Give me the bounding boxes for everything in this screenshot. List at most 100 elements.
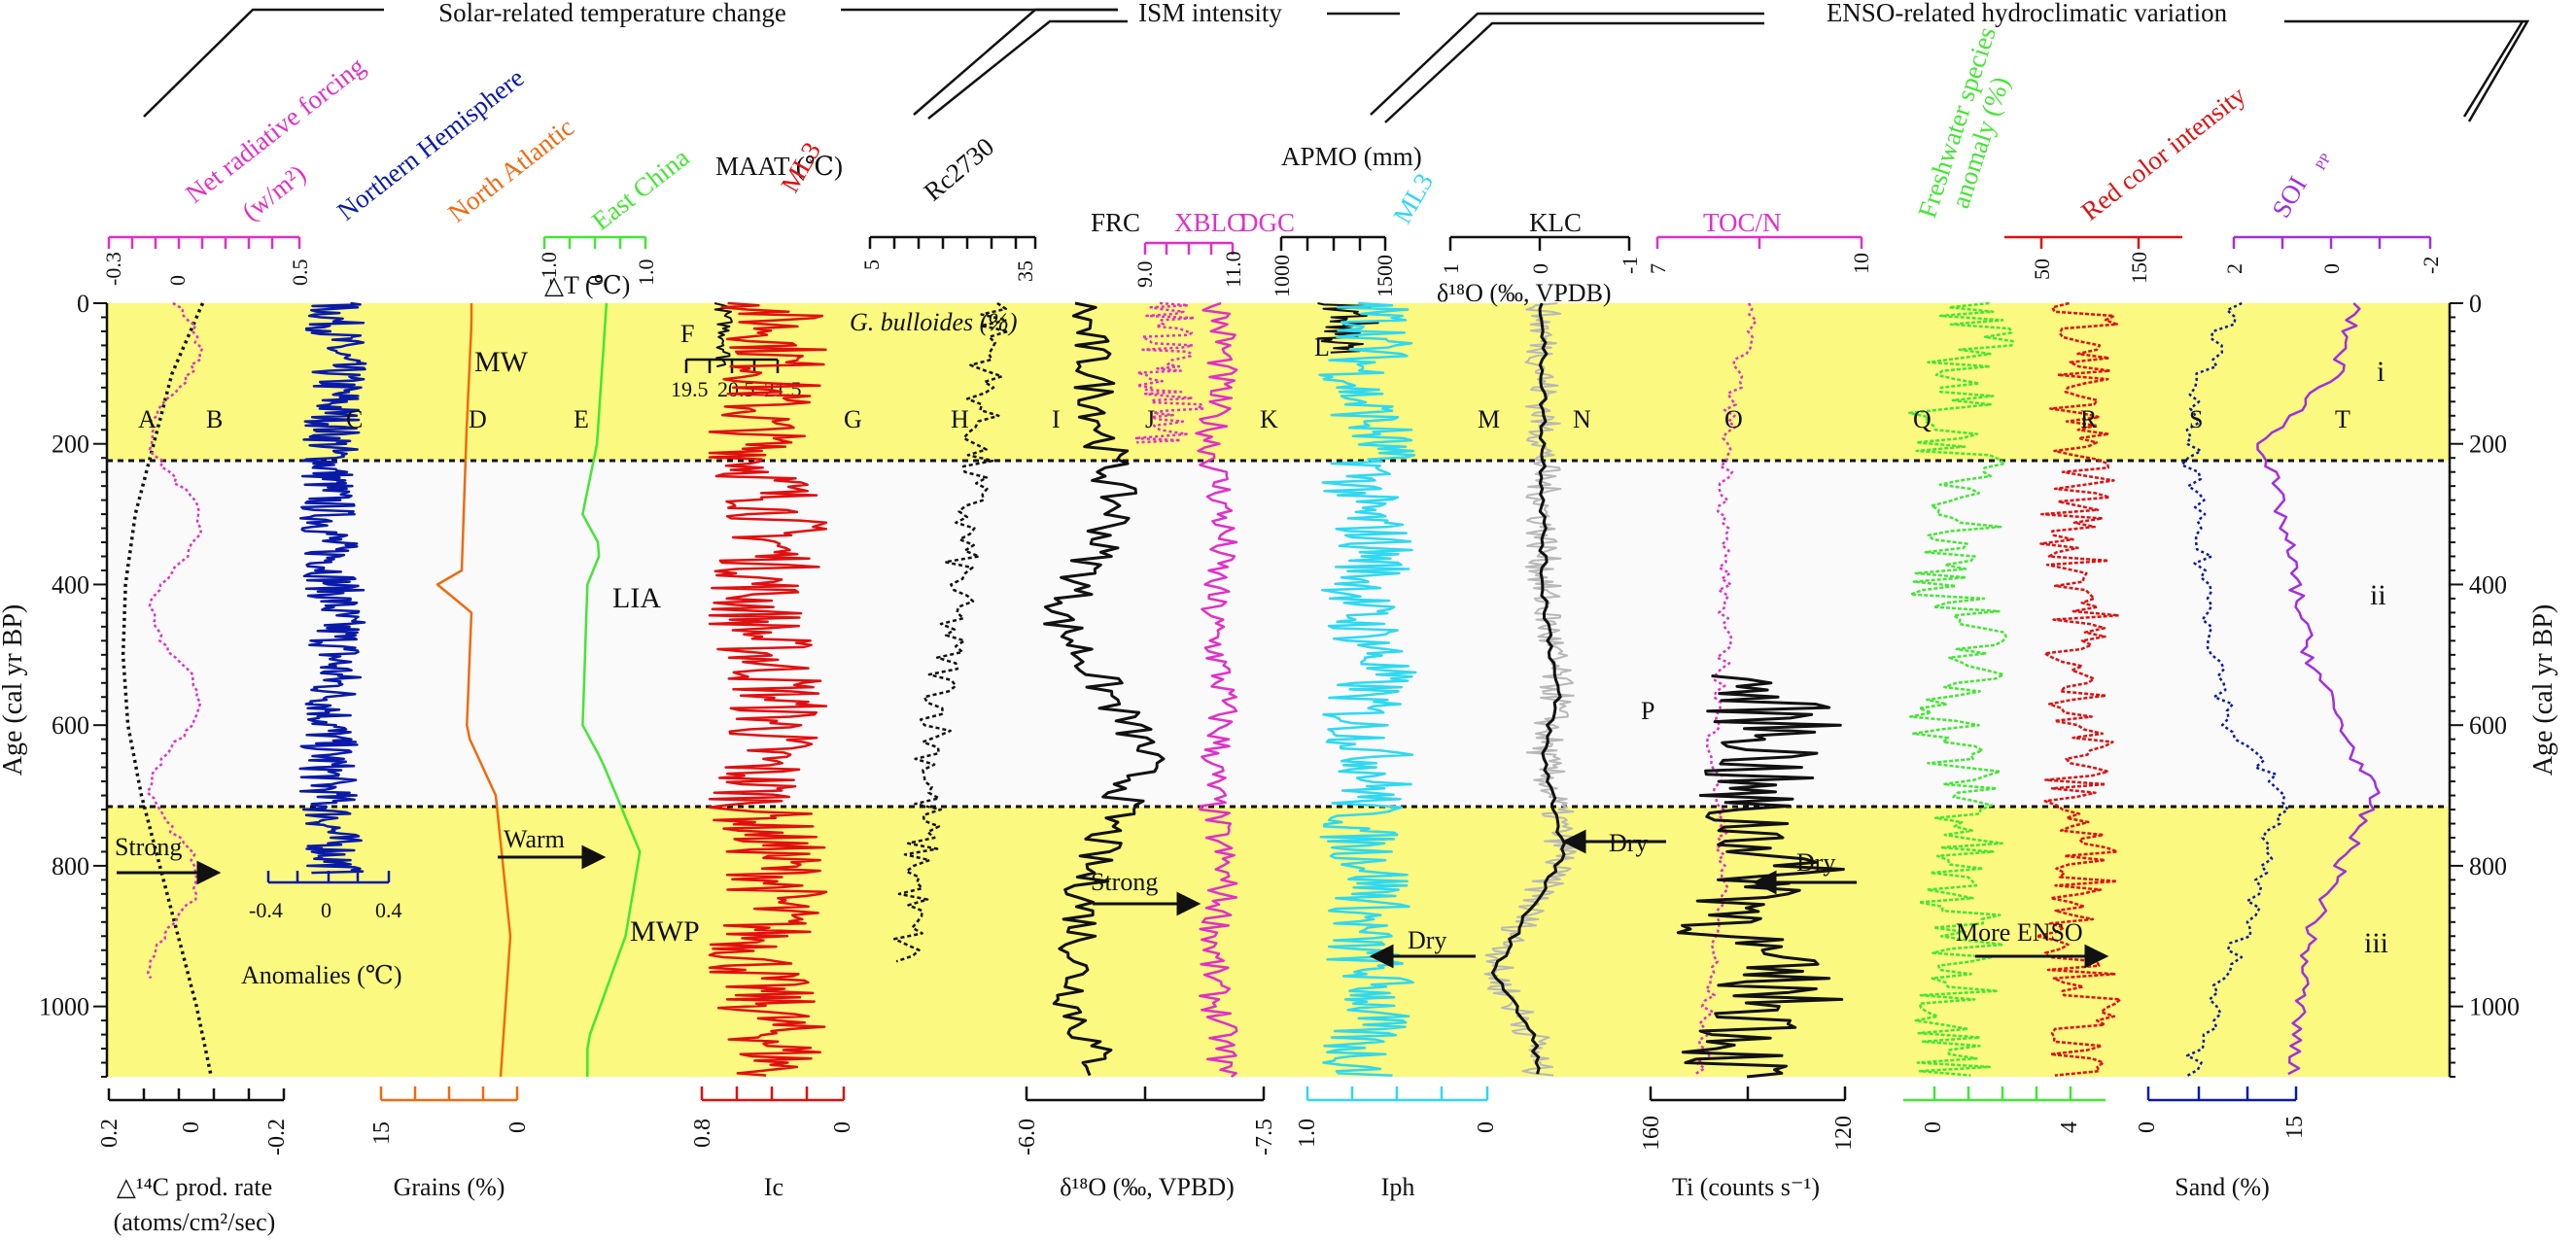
series-letter-S: S — [2189, 405, 2203, 433]
top-axis-klc — [1448, 235, 1631, 251]
tick-nr-1: -0.3 — [101, 252, 125, 286]
tick-soi-1: 2 — [2222, 263, 2246, 274]
anom-tick-1: -0.4 — [249, 898, 283, 922]
tick-ec-3: 1.0 — [634, 259, 658, 287]
series-letter-L: L — [1314, 333, 1330, 362]
group-bracket-enso-right2 — [2462, 20, 2524, 118]
series-letter-M: M — [1478, 405, 1500, 433]
group-label-ism: ISM intensity — [1138, 0, 1282, 27]
arrow-warm-head — [581, 845, 607, 870]
btick-14c-1: 0.2 — [97, 1119, 122, 1148]
bottom-axis-sand — [2146, 1086, 2298, 1102]
right-tick-label: 400 — [2469, 570, 2507, 599]
group-bracket-enso-b — [1384, 21, 1764, 123]
series-letter-T: T — [2335, 405, 2350, 433]
top-axis-net-radiative — [107, 235, 301, 249]
title-maat: MAAT (℃) — [715, 152, 843, 181]
series-H — [892, 301, 1010, 963]
blabel-d18o: δ¹⁸O (‰, VPBD) — [1060, 1173, 1235, 1201]
group-label-solar: Solar-related temperature change — [438, 0, 786, 27]
blabel-sand: Sand (%) — [2175, 1173, 2269, 1201]
series-letter-Q: Q — [1913, 405, 1932, 433]
arrow-more-enso-head — [2084, 944, 2109, 969]
tick-rc-2: 35 — [1013, 260, 1037, 282]
series-M — [1318, 301, 1417, 1077]
series-K — [1195, 301, 1238, 1079]
series-letter-I: I — [1052, 405, 1061, 433]
right-tick-label: 800 — [2469, 852, 2507, 880]
roman-i: i — [2377, 356, 2385, 388]
anomalies-axis — [266, 871, 391, 884]
tick-klc-3: -1 — [1618, 257, 1642, 274]
tick-ec-1: -1.0 — [537, 252, 561, 286]
label-d18o-klc: δ¹⁸O (‰, VPDB) — [1437, 279, 1612, 307]
series-letter-O: O — [1724, 405, 1743, 433]
title-klc: KLC — [1529, 208, 1582, 237]
right-tick-label: 1000 — [2469, 993, 2520, 1021]
right-tick-label: 0 — [2469, 290, 2482, 318]
series-letter-J: J — [1145, 405, 1155, 433]
right-tick-label: 200 — [2469, 431, 2507, 459]
btick-14c-3: -0.2 — [264, 1119, 290, 1155]
series-L — [1316, 302, 1379, 354]
group-bracket-ism-a — [913, 8, 1118, 116]
period-bands — [107, 303, 2450, 1077]
top-axis-toc — [1655, 235, 1863, 249]
btick-ic-1: 0.8 — [690, 1119, 715, 1148]
title-apmo: APMO (mm) — [1281, 142, 1422, 171]
arrow-dry-m-head — [1369, 944, 1394, 969]
tick-nr-3: 0.5 — [288, 259, 312, 287]
bottom-axis-14c — [107, 1088, 286, 1102]
band-mwp — [107, 807, 2450, 1077]
blabel-14c: △¹⁴C prod. rate — [117, 1173, 272, 1201]
tick-toc-2: 10 — [1849, 253, 1873, 274]
left-tick-label: 600 — [52, 711, 89, 740]
series-letter-A: A — [138, 405, 157, 433]
tick-apmo-2: 1500 — [1373, 255, 1397, 297]
left-age-axis: 0 200 400 600 800 1000 — [39, 290, 109, 1078]
series-letter-G: G — [844, 405, 862, 433]
group-bracket-enso-right — [2284, 19, 2530, 122]
tick-xblc-1: 9.0 — [1132, 261, 1157, 289]
btick-sand-2: 15 — [2282, 1116, 2308, 1139]
title-frc: FRC — [1091, 208, 1140, 237]
series-letter-R: R — [2080, 405, 2098, 433]
blabel-ti: Ti (counts s⁻¹) — [1672, 1173, 1820, 1201]
anno-warm: Warm — [504, 825, 565, 853]
title-red: Red color intensity — [2075, 80, 2251, 225]
group-headers — [143, 8, 2530, 123]
series-F — [714, 302, 733, 368]
btick-d18o-1: -6.0 — [1015, 1119, 1040, 1155]
series-A — [121, 302, 214, 1078]
tick-rc-1: 5 — [859, 259, 884, 270]
anno-more-enso: More ENSO — [1956, 918, 2083, 947]
title-rc: Rc2730 — [919, 132, 1000, 207]
title-soi: SOI — [2266, 171, 2313, 223]
tick-ec-2: 0 — [583, 275, 608, 286]
series-S — [2180, 301, 2289, 1079]
btick-14c-2: 0 — [179, 1121, 204, 1133]
series-letter-D: D — [469, 405, 487, 433]
series-letter-B: B — [206, 405, 223, 433]
label-delta-t: △T (℃) — [544, 271, 630, 299]
top-axis-red — [2004, 235, 2182, 249]
btick-grains-2: 0 — [505, 1121, 531, 1133]
series-letter-E: E — [574, 405, 589, 433]
title-soi-sub: PP — [2314, 152, 2335, 173]
btick-iph-1: 1.0 — [1295, 1119, 1320, 1148]
arrow-dry-o-head — [1752, 870, 1777, 895]
btick-iph-2: 0 — [1474, 1121, 1499, 1133]
tick-red-2: 150 — [2127, 252, 2151, 284]
btick-sand-1: 0 — [2135, 1121, 2160, 1133]
tick-red-1: 50 — [2030, 259, 2054, 280]
group-bracket-enso-a — [1370, 12, 1764, 116]
proxy-series — [121, 301, 2381, 1079]
anno-dry-o: Dry — [1796, 848, 1835, 877]
tick-soi-2: 0 — [2319, 263, 2344, 274]
bottom-axis-grains — [379, 1086, 519, 1102]
title-ml3-m: ML3 — [1387, 168, 1439, 228]
series-E — [581, 302, 642, 1077]
period-mw: MW — [474, 346, 529, 378]
series-R — [2035, 301, 2122, 1077]
